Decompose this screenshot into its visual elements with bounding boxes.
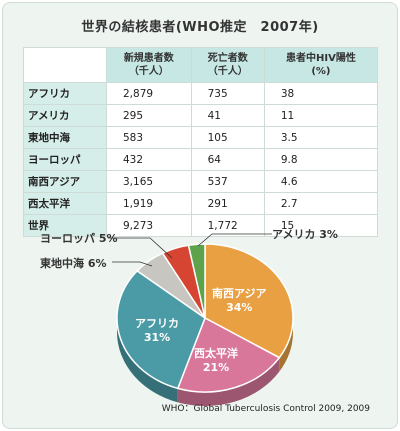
pie-slice — [187, 243, 206, 319]
label-south-asia: 南西アジア 34% — [212, 285, 267, 314]
chart-title: 世界の結核患者(WHO推定 2007年) — [81, 20, 319, 35]
pie-slices-group — [116, 243, 294, 393]
source-note: WHO：Global Tuberculosis Control 2009, 20… — [161, 404, 370, 414]
label-africa-name: アフリカ — [135, 317, 179, 330]
table-row: 南西アジア 3,165 537 4.6 — [23, 170, 379, 193]
pie-slice — [116, 269, 206, 390]
row-label: アフリカ — [23, 82, 107, 105]
row-label: 世界 — [23, 214, 107, 237]
cell-hiv: 9.8 — [263, 148, 379, 171]
label-europe: ヨーロッパ 5% — [40, 232, 118, 245]
cell-deaths: 735 — [190, 82, 265, 105]
table-row: アフリカ 2,879 735 38 — [23, 82, 379, 105]
cell-deaths: 64 — [190, 148, 265, 171]
east-med-leader-line — [112, 261, 153, 267]
label-west-pacific-name: 西太平洋 — [194, 347, 238, 360]
table-row: ヨーロッパ 432 64 9.8 — [23, 148, 379, 171]
column-header-hiv: 患者中HIV陽性 (%) — [263, 47, 379, 83]
pie-slice-side — [177, 357, 280, 406]
cell-new-cases: 583 — [106, 126, 192, 149]
label-west-pacific: 西太平洋 21% — [194, 345, 238, 374]
column-header-deaths: 死亡者数 （千人） — [190, 47, 265, 83]
cell-deaths: 1,772 — [190, 214, 265, 237]
column-header-new-cases: 新規患者数 （千人） — [106, 47, 192, 83]
row-label: アメリカ — [23, 104, 107, 127]
label-america: アメリカ 3% — [272, 228, 338, 241]
europe-leader-line — [108, 237, 173, 259]
cell-hiv: 4.6 — [263, 170, 379, 193]
pie-depth-group — [117, 318, 293, 406]
row-label: 西太平洋 — [23, 192, 107, 215]
pie-slice — [176, 316, 281, 393]
table-header-row: 新規患者数 （千人） 死亡者数 （千人） 患者中HIV陽性 (%) — [23, 47, 379, 83]
label-south-asia-pct: 34% — [226, 301, 253, 314]
cell-new-cases: 295 — [106, 104, 192, 127]
cell-hiv: 15 — [263, 214, 379, 237]
label-south-asia-name: 南西アジア — [212, 287, 267, 300]
label-west-pacific-pct: 21% — [202, 361, 230, 374]
cell-deaths: 291 — [190, 192, 265, 215]
cell-new-cases: 2,879 — [106, 82, 192, 105]
label-east-med: 東地中海 6% — [40, 257, 107, 270]
row-label: 南西アジア — [23, 170, 107, 193]
pie-slice-side — [279, 318, 293, 372]
leader-lines-group — [108, 233, 272, 267]
pie-slice-side — [117, 318, 178, 403]
cell-new-cases: 432 — [106, 148, 192, 171]
label-africa: アフリカ 31% — [135, 315, 179, 344]
cell-new-cases: 9,273 — [106, 214, 192, 237]
cell-deaths: 537 — [190, 170, 265, 193]
table-corner-cell — [23, 47, 107, 83]
table-row: 世界 9,273 1,772 15 — [23, 214, 379, 237]
tb-stats-table: 新規患者数 （千人） 死亡者数 （千人） 患者中HIV陽性 (%) アフリカ 2… — [23, 47, 379, 237]
label-africa-pct: 31% — [143, 331, 171, 344]
table-row: 西太平洋 1,919 291 2.7 — [23, 192, 379, 215]
america-leader-line — [197, 233, 272, 247]
cell-hiv: 38 — [263, 82, 379, 105]
